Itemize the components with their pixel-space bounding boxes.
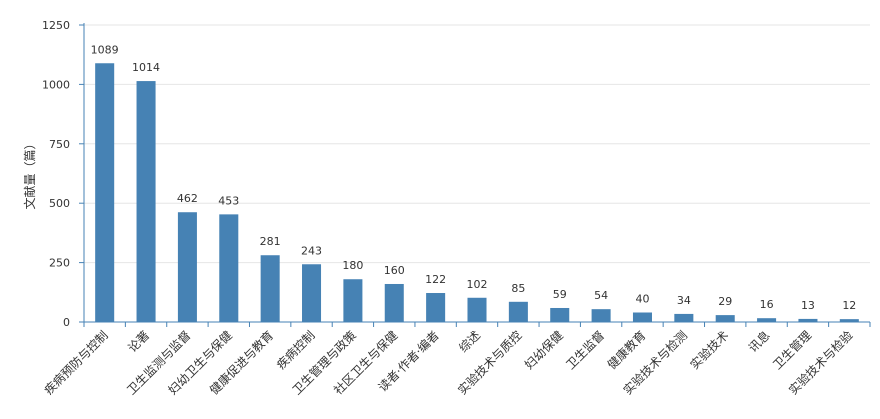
bar xyxy=(302,264,322,322)
data-label: 1014 xyxy=(132,61,160,74)
bar xyxy=(550,307,570,322)
y-axis-ticks: 0 250 500 750 1000 1250 xyxy=(42,19,84,329)
data-label: 34 xyxy=(677,294,691,307)
x-tick-label: 卫生监督 xyxy=(563,328,608,373)
x-tick-label: 实验技术 xyxy=(687,328,732,373)
y-tick-label: 1000 xyxy=(42,78,70,91)
x-tick-label: 综述 xyxy=(456,328,483,355)
bar xyxy=(508,301,528,322)
data-label: 59 xyxy=(553,288,567,301)
data-label: 54 xyxy=(594,289,608,302)
bar xyxy=(591,309,611,322)
x-tick-label: 妇幼保健 xyxy=(522,328,566,372)
x-tick-label: 疾病预防与控制 xyxy=(41,328,111,398)
bar xyxy=(467,297,487,322)
data-label: 12 xyxy=(842,299,856,312)
bar xyxy=(715,315,735,322)
data-label: 1089 xyxy=(91,43,119,56)
y-tick-label: 250 xyxy=(49,257,70,270)
data-label: 13 xyxy=(801,299,815,312)
y-tick-label: 1250 xyxy=(42,19,70,32)
x-axis-labels: 疾病预防与控制 论著卫生监测与监督妇幼卫生与保健健康促进与教育疾病控制卫生管理与政… xyxy=(41,322,871,398)
gridlines xyxy=(84,24,870,264)
data-label: 281 xyxy=(260,235,281,248)
data-label: 180 xyxy=(342,259,363,272)
y-tick-label: 0 xyxy=(63,316,70,329)
bar xyxy=(839,319,859,322)
bar xyxy=(632,312,652,322)
data-label: 462 xyxy=(177,192,198,205)
bars xyxy=(95,63,859,322)
data-labels: 1089 1014 462 453 281 243 180 160 122 102 85 59 54 40… xyxy=(91,43,857,312)
data-label: 16 xyxy=(760,298,774,311)
data-label: 85 xyxy=(511,282,525,295)
bar xyxy=(260,255,280,322)
bar xyxy=(674,313,694,322)
bar xyxy=(426,293,446,322)
bar xyxy=(219,214,239,322)
x-tick-label: 讯息 xyxy=(745,328,773,356)
x-tick-label: 论著 xyxy=(125,328,152,355)
bar xyxy=(384,283,404,322)
bar xyxy=(757,318,777,322)
data-label: 453 xyxy=(218,194,239,207)
bar xyxy=(798,318,818,322)
data-label: 243 xyxy=(301,244,322,257)
bar xyxy=(177,212,197,322)
y-tick-label: 500 xyxy=(49,197,70,210)
data-label: 29 xyxy=(718,295,732,308)
data-label: 122 xyxy=(425,273,446,286)
data-label: 160 xyxy=(384,264,405,277)
data-label: 40 xyxy=(635,292,649,305)
y-axis-title: 文献量（篇） xyxy=(22,137,37,209)
data-label: 102 xyxy=(467,278,488,291)
bar xyxy=(343,279,363,322)
bar xyxy=(136,81,156,322)
bar xyxy=(95,63,115,322)
y-tick-label: 750 xyxy=(49,138,70,151)
